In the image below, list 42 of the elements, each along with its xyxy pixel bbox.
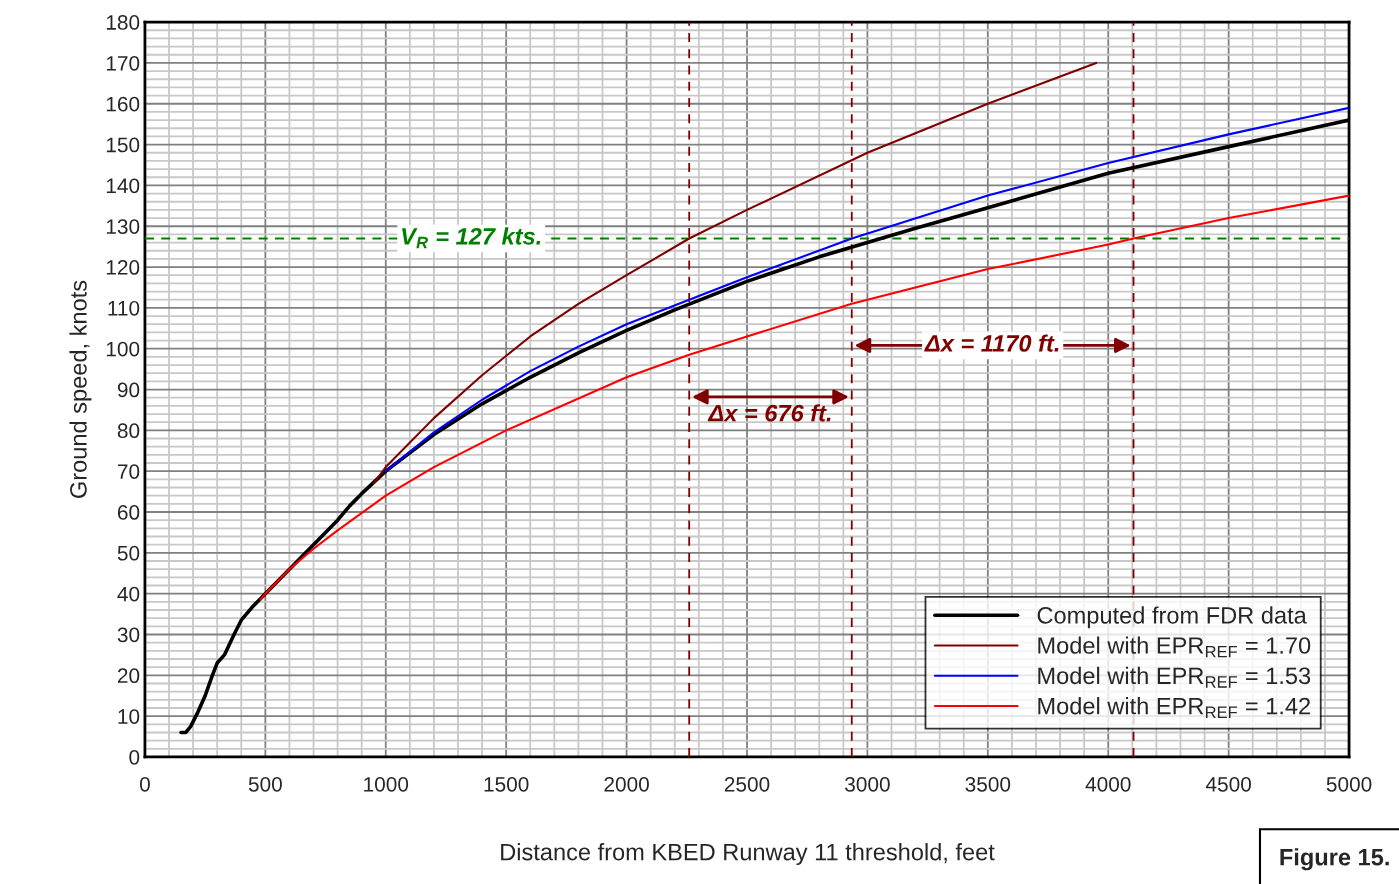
legend-label: Model with EPR$_{REF}$ = 1.53 [1038, 666, 1311, 688]
y-tick-label: 60 [117, 505, 140, 520]
x-tick-label: 3500 [965, 776, 1011, 792]
annotation: Δx = 1170 ft. [924, 334, 1059, 352]
x-axis-title: Distance from KBED Runway 11 threshold, feet [501, 843, 995, 866]
y-tick-label: 180 [106, 15, 140, 30]
y-tick-label: 40 [117, 586, 140, 602]
y-tick-label: 100 [106, 341, 140, 357]
y-tick-label: 130 [106, 219, 140, 234]
y-tick-label: 70 [117, 464, 140, 479]
y-tick-label: 110 [108, 300, 140, 316]
x-tick-label: 2000 [604, 776, 649, 792]
y-tick-label: 10 [118, 709, 140, 724]
legend-label: Model with EPR$_{REF}$ = 1.70 [1038, 636, 1311, 658]
x-tick-label: 5000 [1326, 776, 1372, 792]
x-tick-label: 1500 [484, 776, 529, 792]
y-tick-label: 30 [117, 627, 140, 643]
x-tick-label: 500 [248, 776, 282, 792]
y-tick-label: 140 [106, 178, 140, 194]
x-tick-label: 4500 [1205, 776, 1251, 792]
ref-line-label: V$_{R}$ = 127 kts. [402, 227, 541, 249]
annotation: Δx = 676 ft. [707, 404, 831, 422]
x-tick-label: 0 [139, 776, 150, 792]
caption: Figure 15. [1280, 848, 1389, 871]
y-tick-label: 150 [106, 137, 140, 153]
x-tick-label: 1000 [364, 776, 409, 792]
y-tick-label: 0 [129, 749, 140, 765]
y-tick-label: 50 [117, 545, 140, 561]
x-tick-label: 3000 [845, 776, 890, 792]
line-series [259, 194, 1350, 601]
x-tick-label: 2500 [724, 776, 770, 792]
legend-label: Computed from FDR data [1037, 606, 1307, 629]
y-tick-label: 20 [117, 668, 140, 684]
line-series [384, 106, 1350, 473]
y-axis-title: Ground speed, knots [69, 280, 92, 498]
legend-label: Model with EPR$_{REF}$ = 1.42 [1038, 697, 1310, 718]
y-tick-label: 120 [106, 260, 140, 275]
y-tick-label: 170 [106, 55, 140, 71]
y-tick-label: 160 [106, 96, 140, 112]
x-tick-label: 4000 [1085, 776, 1131, 792]
y-tick-label: 90 [117, 382, 140, 398]
y-tick-label: 80 [117, 423, 140, 439]
